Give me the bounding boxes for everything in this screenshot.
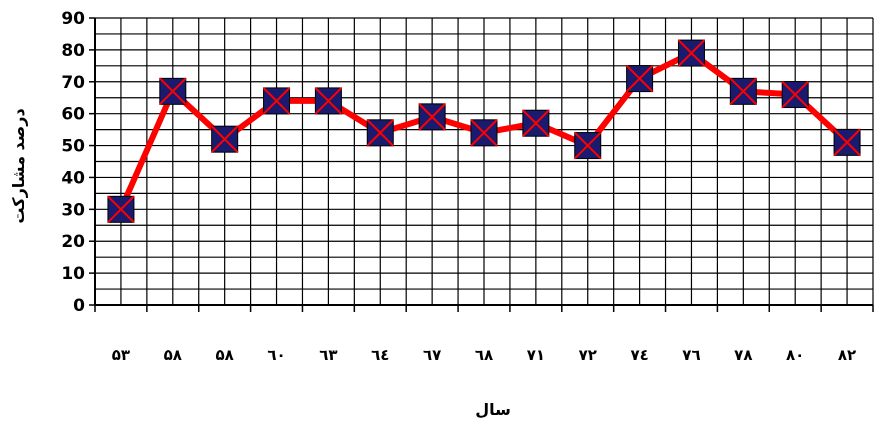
markers <box>107 39 861 224</box>
x-tick-label: ٦٤ <box>371 346 389 364</box>
y-tick-label: 40 <box>61 168 85 188</box>
x-tick-label: ۵۸ <box>164 346 182 364</box>
data-point <box>729 77 758 106</box>
data-point <box>781 80 809 109</box>
axes <box>89 17 874 312</box>
x-tick-label: ۷٤ <box>630 346 648 364</box>
data-point <box>574 131 602 160</box>
data-point <box>418 103 446 131</box>
y-tick-label: 60 <box>61 105 85 125</box>
marker-cross <box>522 109 550 137</box>
data-point <box>677 39 706 67</box>
marker-cross <box>470 119 498 147</box>
data-point <box>210 125 239 153</box>
data-point <box>314 87 343 115</box>
marker-cross <box>366 119 394 147</box>
y-tick-label: 10 <box>61 264 85 284</box>
marker-cross <box>107 195 135 224</box>
marker-cross <box>625 64 654 93</box>
x-tick-label: ٦۰ <box>267 346 285 364</box>
y-tick-label: 0 <box>73 296 85 316</box>
x-tick-labels: ۵۳ ۵۸ ۵۸ ٦۰ ٦۳ ٦٤ ٦۷ ٦۸ ۷۱ ۷۲ ۷٤ ۷٦ ۷۸ ۸۰ ۸۲ <box>112 346 856 364</box>
x-axis-title: سال <box>475 400 511 419</box>
marker-cross <box>418 103 446 131</box>
marker-cross <box>677 39 706 67</box>
y-tick-label: 20 <box>61 232 85 252</box>
y-tick-label: 80 <box>61 41 85 61</box>
data-point <box>522 109 550 137</box>
y-tick-label: 70 <box>61 73 85 93</box>
y-axis-title: درصد مشارکت <box>9 108 28 223</box>
marker-cross <box>574 131 602 160</box>
x-tick-label: ٦۷ <box>423 346 441 364</box>
x-tick-label: ۷۸ <box>734 346 752 364</box>
data-point <box>262 87 291 115</box>
data-point <box>833 128 861 157</box>
x-tick-label: ۷۱ <box>527 346 545 364</box>
marker-cross <box>833 128 861 157</box>
x-tick-label: ۷۲ <box>579 346 597 364</box>
marker-cross <box>210 125 239 153</box>
x-tick-label: ٦۳ <box>319 346 337 364</box>
grid <box>94 17 874 306</box>
marker-cross <box>729 77 758 106</box>
x-tick-label: ۷٦ <box>682 346 700 364</box>
x-tick-label: ۵۳ <box>112 346 130 364</box>
data-point <box>625 64 654 93</box>
data-point <box>366 119 394 147</box>
marker-cross <box>262 87 291 115</box>
y-tick-label: 30 <box>61 200 85 220</box>
x-tick-label: ٦۸ <box>475 346 493 364</box>
x-tick-label: ۵۸ <box>216 346 234 364</box>
marker-cross <box>159 77 187 106</box>
marker-cross <box>314 87 343 115</box>
data-point <box>470 119 498 147</box>
y-tick-label: 90 <box>61 9 85 29</box>
y-tick-labels: 0 10 20 30 40 50 60 70 80 90 <box>61 9 85 316</box>
x-tick-label: ۸۰ <box>786 346 804 364</box>
data-point <box>159 77 187 106</box>
data-point <box>107 195 135 224</box>
marker-cross <box>781 80 809 109</box>
x-tick-label: ۸۲ <box>838 346 856 364</box>
y-tick-label: 50 <box>61 137 85 157</box>
